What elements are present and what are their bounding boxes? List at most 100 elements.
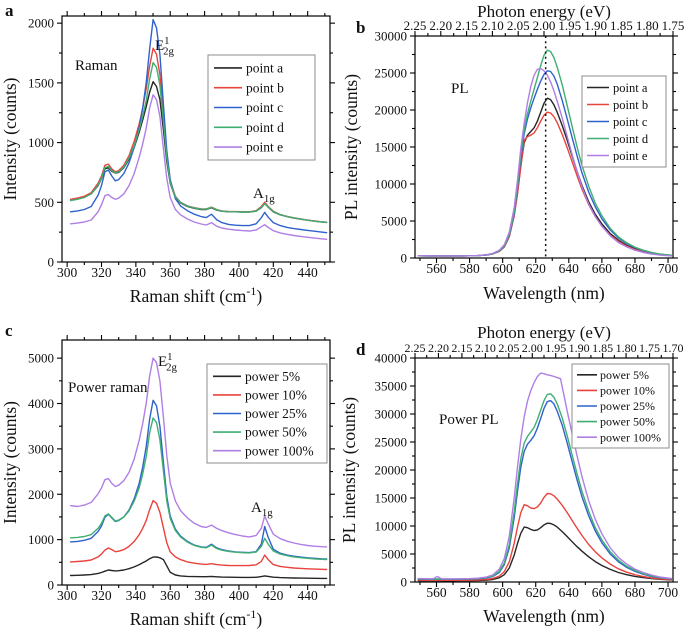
y-axis-title: PL intensity (counts) bbox=[343, 74, 361, 220]
svg-text:660: 660 bbox=[592, 585, 613, 600]
svg-text:580: 580 bbox=[459, 585, 480, 600]
legend: point a point b point c point d point e bbox=[581, 75, 667, 168]
panel-b-chart: 560 580 600 620 640 660 680 700 0 5000 10000 15000 2… bbox=[343, 2, 684, 303]
legend-label: power 100% bbox=[600, 430, 661, 444]
axis-tick-labels: 300 320 340 360 380 400 420 440 0 1000 2000 3000 400… bbox=[28, 351, 318, 603]
plot-box bbox=[61, 15, 331, 263]
svg-text:340: 340 bbox=[126, 588, 147, 603]
x-axis-title: Raman shift (cm-1) bbox=[130, 607, 263, 629]
svg-text:4000: 4000 bbox=[28, 396, 54, 411]
annotation-power-pl: Power PL bbox=[439, 412, 499, 428]
svg-text:500: 500 bbox=[35, 195, 55, 210]
svg-text:2.05: 2.05 bbox=[507, 18, 530, 33]
axis-ticks bbox=[410, 353, 678, 587]
svg-text:440: 440 bbox=[298, 265, 319, 280]
mode-label: A1g bbox=[251, 500, 273, 519]
svg-text:35000: 35000 bbox=[375, 379, 408, 394]
svg-text:2.10: 2.10 bbox=[475, 341, 496, 355]
svg-text:1000: 1000 bbox=[28, 532, 54, 547]
legend: power 5%power 10% power 25% power 50%power… bbox=[571, 363, 670, 449]
svg-text:40000: 40000 bbox=[375, 351, 408, 366]
svg-text:360: 360 bbox=[160, 588, 181, 603]
axis-ticks bbox=[57, 11, 335, 267]
svg-text:1.80: 1.80 bbox=[616, 341, 637, 355]
legend-label: point c bbox=[613, 115, 648, 129]
svg-text:560: 560 bbox=[426, 261, 447, 276]
curve-point-e bbox=[69, 94, 328, 240]
svg-text:25000: 25000 bbox=[375, 435, 408, 450]
curve-point-e bbox=[417, 67, 672, 257]
svg-text:620: 620 bbox=[526, 585, 547, 600]
annotation-raman: Raman bbox=[75, 58, 118, 74]
axis-ticks bbox=[410, 31, 678, 263]
x-axis-title: Wavelength (nm) bbox=[483, 283, 605, 303]
legend-label: point a bbox=[246, 60, 283, 75]
svg-text:15000: 15000 bbox=[375, 491, 408, 506]
svg-text:600: 600 bbox=[493, 261, 513, 276]
svg-text:320: 320 bbox=[91, 588, 112, 603]
curve-power-10- bbox=[417, 492, 672, 581]
svg-text:2.00: 2.00 bbox=[522, 341, 543, 355]
legend-label: power 50% bbox=[245, 425, 307, 440]
legend-label: power 10% bbox=[600, 383, 655, 397]
legend-label: power 50% bbox=[600, 415, 655, 429]
svg-text:560: 560 bbox=[426, 585, 447, 600]
svg-text:300: 300 bbox=[57, 588, 78, 603]
legend-label: point e bbox=[613, 149, 648, 163]
legend: point a point b point c point d point e bbox=[207, 54, 316, 161]
svg-text:640: 640 bbox=[559, 261, 580, 276]
curve-point-d bbox=[69, 61, 328, 224]
legend-label: power 10% bbox=[245, 387, 307, 402]
legend-label: point d bbox=[613, 132, 649, 146]
axis-ticks bbox=[57, 335, 335, 590]
svg-text:640: 640 bbox=[559, 585, 580, 600]
curve-power-5- bbox=[417, 522, 672, 582]
axis-tick-labels: 560 580 600 620 640 660 680 700 0 5000 10000 15000 2… bbox=[375, 341, 684, 600]
curve-power-100- bbox=[69, 357, 328, 548]
y-axis-title: Intensity (counts) bbox=[0, 77, 20, 200]
annotation-pl: PL bbox=[451, 81, 469, 97]
axis-tick-labels: 300 320 340 360 380 400 420 440 0 500 1000 1500 2000 bbox=[28, 16, 318, 280]
svg-text:1.95: 1.95 bbox=[558, 18, 581, 33]
svg-text:0: 0 bbox=[401, 575, 408, 590]
panel-a-chart: 300 320 340 360 380 400 420 440 0 500 1000 1500 2000… bbox=[0, 1, 335, 306]
svg-text:2.05: 2.05 bbox=[498, 341, 519, 355]
svg-text:400: 400 bbox=[229, 588, 250, 603]
svg-text:620: 620 bbox=[526, 261, 547, 276]
legend-label: point d bbox=[246, 120, 284, 135]
svg-text:700: 700 bbox=[658, 585, 679, 600]
svg-text:25000: 25000 bbox=[375, 66, 408, 81]
svg-text:10000: 10000 bbox=[375, 177, 408, 192]
svg-text:20000: 20000 bbox=[375, 103, 408, 118]
legend-label: point e bbox=[246, 140, 283, 155]
svg-text:360: 360 bbox=[160, 265, 181, 280]
curve-power-10- bbox=[69, 499, 328, 571]
curves bbox=[417, 372, 672, 582]
svg-text:1500: 1500 bbox=[28, 75, 54, 90]
svg-text:2.20: 2.20 bbox=[429, 18, 452, 33]
svg-text:1.95: 1.95 bbox=[545, 341, 566, 355]
svg-text:1.80: 1.80 bbox=[636, 18, 659, 33]
svg-text:2.00: 2.00 bbox=[533, 18, 556, 33]
svg-text:1.90: 1.90 bbox=[569, 341, 590, 355]
svg-text:1.70: 1.70 bbox=[663, 341, 684, 355]
svg-text:1.85: 1.85 bbox=[592, 341, 613, 355]
curves bbox=[69, 357, 328, 580]
curves bbox=[69, 18, 328, 240]
legend-label: power 5% bbox=[600, 368, 649, 382]
curve-power-50- bbox=[69, 417, 328, 561]
svg-text:0: 0 bbox=[48, 255, 55, 270]
svg-text:380: 380 bbox=[194, 588, 215, 603]
svg-text:1000: 1000 bbox=[28, 135, 54, 150]
svg-text:320: 320 bbox=[91, 265, 112, 280]
svg-text:700: 700 bbox=[658, 261, 679, 276]
mode-label: E1 2g bbox=[155, 35, 174, 58]
mode-label: E1 2g bbox=[158, 351, 177, 374]
panel-d-chart: 560 580 600 620 640 660 680 700 0 5000 10000 15000 2… bbox=[343, 323, 684, 626]
svg-text:5000: 5000 bbox=[381, 547, 407, 562]
svg-text:2.25: 2.25 bbox=[404, 18, 427, 33]
panel-letter: b bbox=[356, 18, 365, 37]
legend-label: point c bbox=[246, 100, 283, 115]
svg-text:580: 580 bbox=[459, 261, 480, 276]
svg-text:2000: 2000 bbox=[28, 16, 54, 31]
